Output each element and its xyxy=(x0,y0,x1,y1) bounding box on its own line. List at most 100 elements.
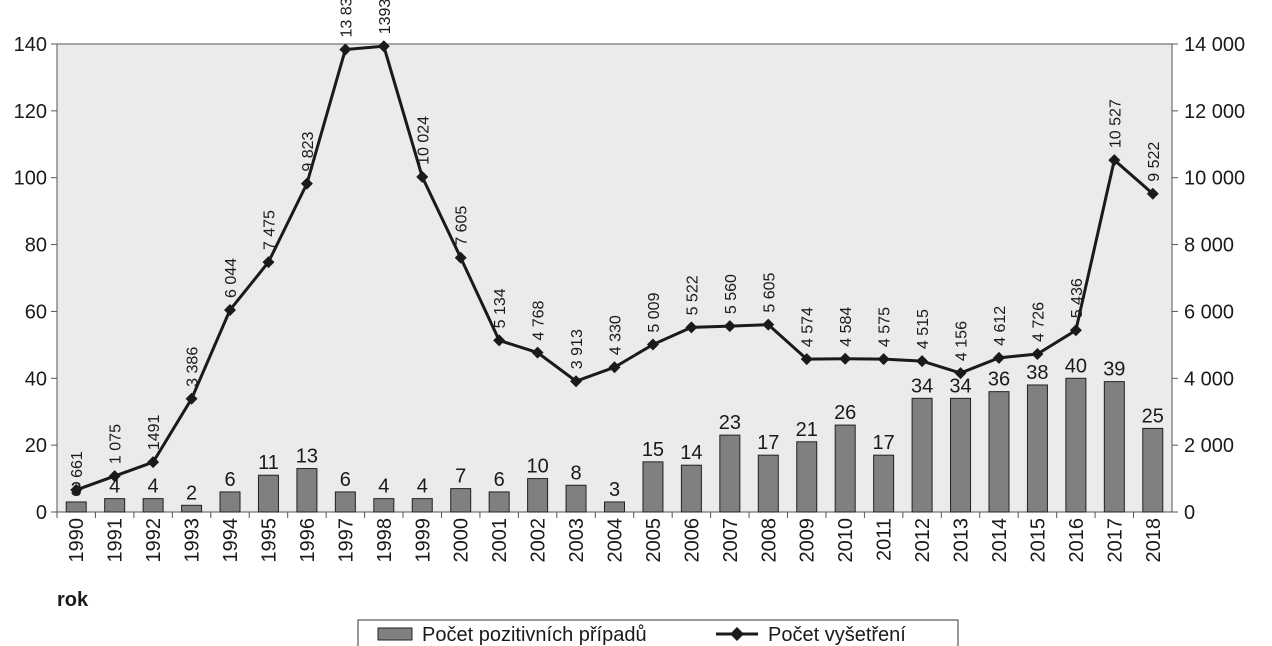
bar xyxy=(1026,384,1048,513)
y2-tick-label: 12 000 xyxy=(1184,101,1245,123)
x-tick-label: 1994 xyxy=(220,518,242,563)
line-value-label: 4 768 xyxy=(531,300,548,340)
line-value-label: 4 612 xyxy=(992,306,1009,346)
bar xyxy=(219,491,241,513)
line-value-label: 3 913 xyxy=(569,329,586,369)
bar xyxy=(104,498,126,513)
y-tick-label: 40 xyxy=(25,368,47,390)
line-value-label: 5 436 xyxy=(1069,278,1086,318)
bar-value-label: 4 xyxy=(109,476,120,498)
line-value-label: 5 522 xyxy=(684,275,701,315)
y-tick-label: 120 xyxy=(14,101,47,123)
bar-value-label: 14 xyxy=(680,442,702,464)
bar-value-label: 17 xyxy=(757,432,779,454)
line-value-label: 5 605 xyxy=(761,272,778,312)
x-tick-label: 2012 xyxy=(912,518,934,563)
bar xyxy=(604,501,625,513)
x-tick-label: 1999 xyxy=(412,518,434,563)
x-tick-label: 1990 xyxy=(66,518,88,563)
bar xyxy=(911,397,933,513)
y-tick-label: 80 xyxy=(25,235,47,257)
marker xyxy=(992,351,1005,364)
bar xyxy=(834,424,856,513)
bar-value-label: 2 xyxy=(186,482,197,504)
bar xyxy=(680,464,702,513)
bar xyxy=(988,391,1010,513)
plot-area xyxy=(56,43,1173,513)
bar-value-label: 13 xyxy=(296,446,318,468)
marker xyxy=(762,318,775,331)
x-tick-label: 2006 xyxy=(681,518,703,563)
x-tick-label: 2013 xyxy=(951,518,973,563)
y-tick-label: 140 xyxy=(14,34,47,56)
x-axis-label: rok xyxy=(57,589,89,611)
bar xyxy=(450,488,472,513)
x-tick-label: 2004 xyxy=(605,518,627,563)
bar xyxy=(1103,381,1125,513)
line-value-label: 5 560 xyxy=(723,274,740,314)
legend xyxy=(357,619,959,646)
marker xyxy=(646,338,659,351)
marker xyxy=(454,251,467,264)
y2-tick-label: 4 000 xyxy=(1184,368,1234,390)
bar-value-label: 21 xyxy=(796,419,818,441)
x-tick-label: 1995 xyxy=(258,518,280,563)
marker xyxy=(1108,154,1121,167)
line-value-label: 9 522 xyxy=(1146,142,1163,182)
x-tick-label: 1993 xyxy=(182,518,204,563)
marker xyxy=(723,320,736,333)
bar-value-label: 6 xyxy=(494,469,505,491)
bar xyxy=(373,498,395,513)
bar xyxy=(873,454,895,513)
y2-tick-label: 8 000 xyxy=(1184,235,1234,257)
marker xyxy=(108,470,121,483)
bar-value-label: 10 xyxy=(526,456,548,478)
line-value-label: 4 584 xyxy=(838,307,855,347)
marker xyxy=(1069,324,1082,337)
bar xyxy=(796,441,818,513)
marker xyxy=(147,456,160,469)
marker xyxy=(493,334,506,347)
line-value-label: 4 574 xyxy=(800,307,817,347)
marker xyxy=(800,353,813,366)
bar-value-label: 17 xyxy=(873,432,895,454)
line-value-label: 10 024 xyxy=(415,116,432,165)
line-value-label: 13932 xyxy=(377,0,394,34)
x-tick-label: 2010 xyxy=(835,518,857,563)
x-tick-label: 2014 xyxy=(989,518,1011,563)
y-tick-label: 60 xyxy=(25,301,47,323)
x-tick-label: 2011 xyxy=(874,518,896,561)
bar xyxy=(1065,377,1087,513)
marker xyxy=(877,353,890,366)
y2-tick-label: 14 000 xyxy=(1184,34,1245,56)
bar-value-label: 3 xyxy=(609,479,620,501)
marker xyxy=(839,352,852,365)
line-value-label: 6 044 xyxy=(223,258,240,298)
bar xyxy=(757,454,779,513)
marker xyxy=(1031,348,1044,361)
x-tick-label: 2002 xyxy=(528,518,550,563)
line-value-label: 4 575 xyxy=(877,307,894,347)
bar xyxy=(411,498,433,513)
marker xyxy=(70,483,83,496)
line-value-label: 4 156 xyxy=(954,321,971,361)
x-tick-label: 2001 xyxy=(489,518,511,563)
bar xyxy=(565,484,587,513)
bar xyxy=(257,474,279,513)
bar-value-label: 6 xyxy=(224,469,235,491)
bar-value-label: 11 xyxy=(258,452,279,474)
bar xyxy=(527,478,549,513)
bar xyxy=(950,397,972,513)
line-value-label: 661 xyxy=(69,451,86,478)
line-value-label: 7 605 xyxy=(454,206,471,246)
marker xyxy=(416,170,429,183)
bar xyxy=(334,491,356,513)
x-tick-label: 2005 xyxy=(643,518,665,563)
x-tick-label: 2007 xyxy=(720,518,742,563)
line-value-label: 5 134 xyxy=(492,288,509,328)
marker xyxy=(531,346,544,359)
x-tick-label: 2009 xyxy=(797,518,819,563)
line-value-label: 1 075 xyxy=(108,424,125,464)
line-value-label: 4 330 xyxy=(608,315,625,355)
bar xyxy=(642,461,664,513)
